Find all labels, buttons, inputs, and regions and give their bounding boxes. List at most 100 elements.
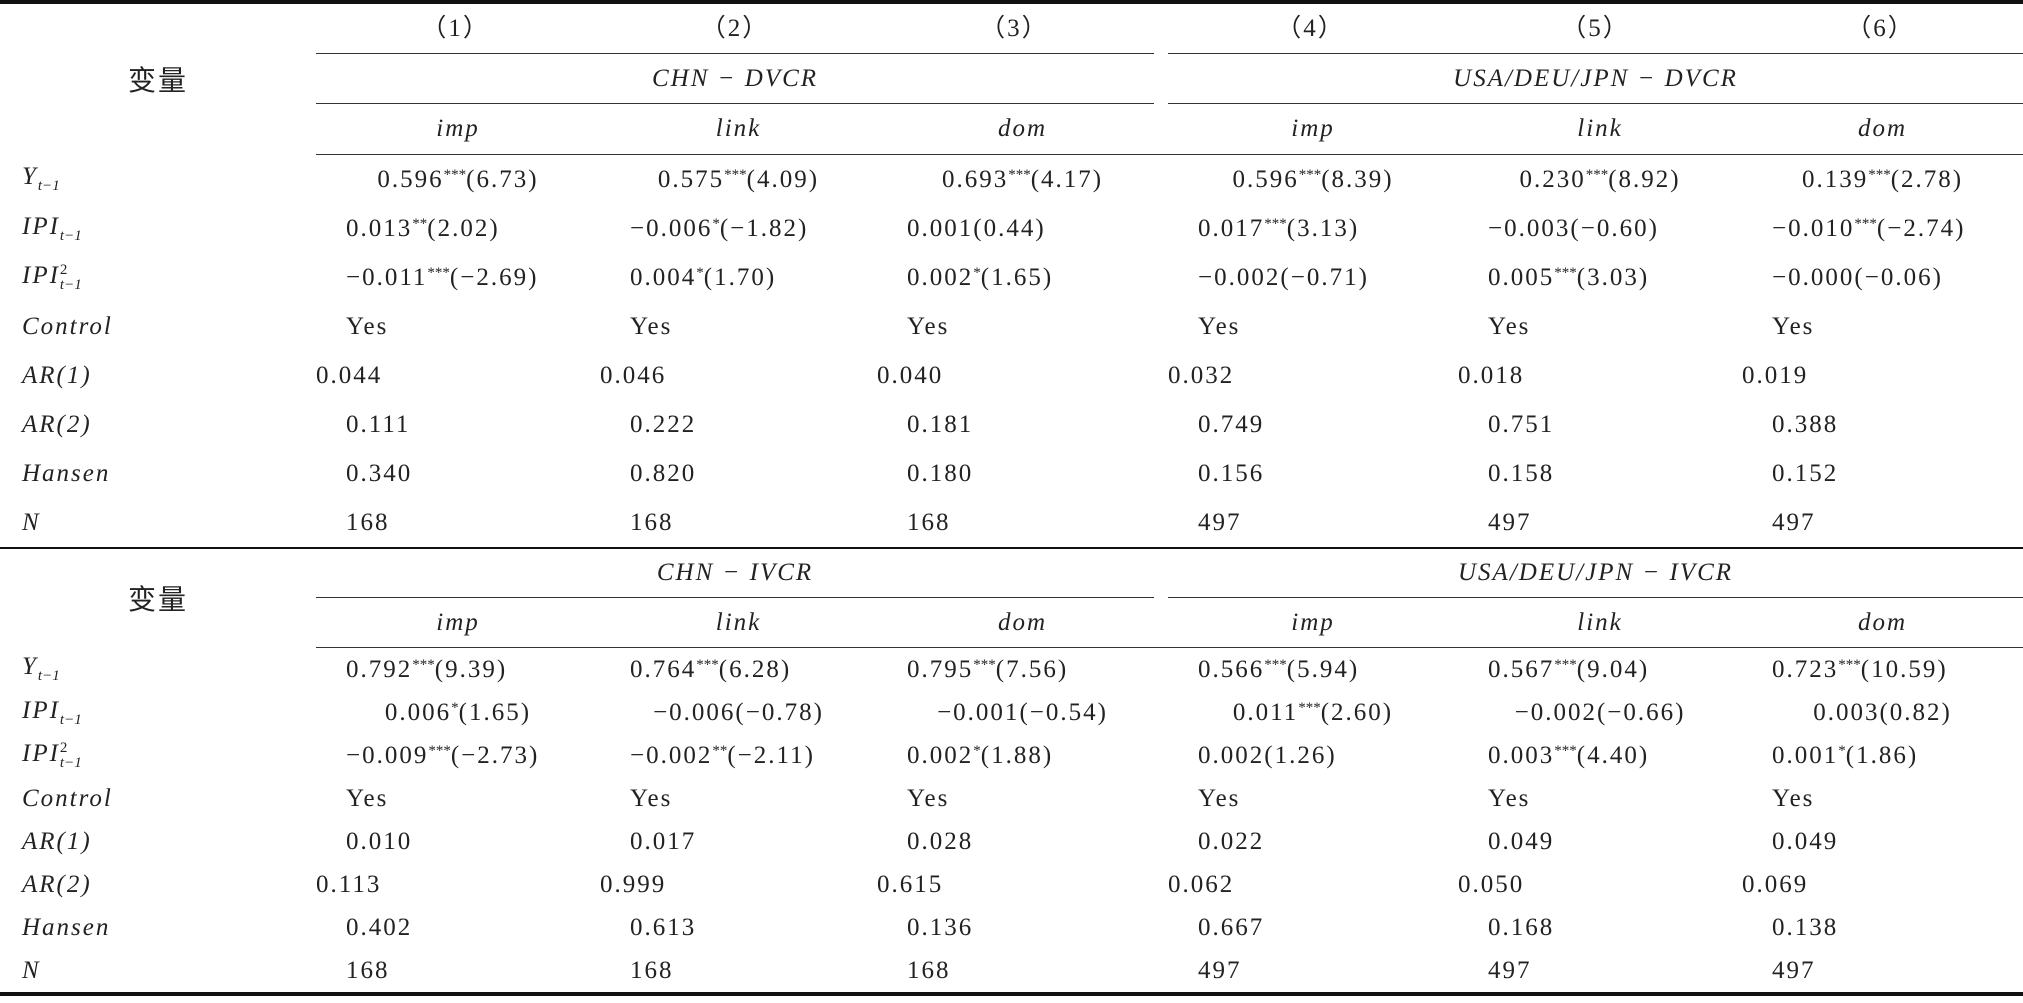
coefficient: 0.017 — [1198, 214, 1265, 242]
significance-stars: *** — [1264, 656, 1287, 673]
row-label: Control — [22, 312, 113, 340]
cell: 0.139***(2.78) — [1742, 155, 2023, 205]
significance-stars: * — [973, 742, 981, 759]
label-sub: t−1 — [37, 668, 60, 685]
coefficient: −0.010 — [1772, 214, 1855, 242]
coefficient: Yes — [907, 312, 950, 340]
coefficient: 0.180 — [907, 459, 974, 487]
group-header: CHN − IVCR — [316, 549, 1168, 598]
cell: 0.158 — [1458, 449, 1742, 498]
cell: 0.002(1.26) — [1168, 734, 1458, 777]
coefficient: 0.764 — [630, 655, 697, 683]
cell: 0.667 — [1168, 906, 1458, 949]
cell: 0.138 — [1742, 906, 2023, 949]
coefficient: 0.013 — [346, 214, 413, 242]
significance-stars: *** — [1554, 656, 1577, 673]
t-statistic: (8.39) — [1321, 165, 1394, 193]
data-row: Control Yes Yes Yes Yes Yes Yes — [0, 302, 2023, 351]
t-statistic: (7.56) — [995, 655, 1069, 683]
subheader: dom — [1742, 104, 2023, 155]
coefficient: 0.018 — [1458, 361, 1525, 389]
data-row: Hansen 0.340 0.820 0.180 0.156 0.158 0.152 — [0, 449, 2023, 498]
t-statistic: (−2.74) — [1876, 214, 1966, 242]
data-row: Yt−1 0.792***(9.39) 0.764***(6.28) 0.795***… — [0, 648, 2023, 692]
row-label: IPI 2 t−1 — [0, 734, 316, 777]
label-base: Y — [22, 653, 38, 681]
coefficient: 0.111 — [346, 410, 411, 438]
header-label: 变量 — [127, 585, 188, 617]
coefficient: 0.069 — [1742, 870, 1809, 898]
cell: 168 — [316, 949, 600, 994]
column-number-group: （1） （2） （3） — [316, 2, 1168, 54]
cell: 497 — [1742, 949, 2023, 994]
cell: 0.022 — [1168, 820, 1458, 863]
cell: −0.002(−0.71) — [1168, 253, 1458, 302]
group-name: USA/DEU/JPN − IVCR — [1168, 549, 2023, 598]
header-label: 变量 — [127, 66, 188, 98]
t-statistic: (−0.54) — [1019, 698, 1108, 726]
cell: 0.003***(4.40) — [1458, 734, 1742, 777]
t-statistic: (−0.06) — [1854, 263, 1943, 291]
significance-stars: *** — [724, 166, 747, 183]
coefficient: 0.566 — [1198, 655, 1265, 683]
t-statistic: (5.94) — [1286, 655, 1360, 683]
t-statistic: (6.73) — [466, 165, 539, 193]
coefficient: Yes — [1198, 312, 1241, 340]
row-label: Yt−1 — [0, 155, 316, 205]
cell: 168 — [600, 949, 877, 994]
cell: 0.615 — [877, 863, 1168, 906]
cell: 0.005***(3.03) — [1458, 253, 1742, 302]
t-statistic: (−0.71) — [1280, 263, 1369, 291]
coefficient: 0.751 — [1488, 410, 1555, 438]
cell: 0.011***(2.60) — [1168, 691, 1458, 734]
subheader: imp — [1168, 104, 1459, 155]
panel-body: 变量 （1） （2） （3） （4） （5） （6） CHN − DVCR USA/DEU/JP… — [0, 2, 2023, 548]
cell: Yes — [877, 302, 1168, 351]
cell: 0.032 — [1168, 351, 1458, 400]
cell: 497 — [1458, 498, 1742, 548]
coefficient: Yes — [1488, 312, 1531, 340]
label-scripts: 2 t−1 — [60, 740, 82, 771]
group-name: CHN − DVCR — [316, 55, 1155, 104]
cell: 0.181 — [877, 400, 1168, 449]
coefficient: 0.567 — [1488, 655, 1555, 683]
cell: 0.402 — [316, 906, 600, 949]
t-statistic: (1.65) — [980, 263, 1054, 291]
cell: 0.017***(3.13) — [1168, 204, 1458, 253]
cell: 0.136 — [877, 906, 1168, 949]
cell: −0.006(−0.78) — [600, 691, 877, 734]
coefficient: 0.340 — [346, 459, 413, 487]
t-statistic: (4.40) — [1576, 741, 1650, 769]
group-row: CHN − DVCR USA/DEU/JPN − DVCR — [0, 54, 2023, 104]
coefficient: 168 — [346, 956, 390, 984]
coefficient: −0.003 — [1488, 214, 1571, 242]
cell: 0.723***(10.59) — [1742, 648, 2023, 692]
row-label: Hansen — [22, 913, 111, 941]
cell: 0.019 — [1742, 351, 2023, 400]
cell: 0.062 — [1168, 863, 1458, 906]
significance-stars: *** — [1868, 166, 1891, 183]
t-statistic: (3.03) — [1576, 263, 1650, 291]
t-statistic: (0.44) — [973, 214, 1046, 242]
cell: 0.693***(4.17) — [877, 155, 1168, 205]
t-statistic: (1.86) — [1845, 741, 1919, 769]
row-label: AR(2) — [22, 870, 92, 898]
cell: 0.069 — [1742, 863, 2023, 906]
significance-stars: ** — [712, 742, 728, 759]
coefficient: 0.113 — [316, 870, 382, 898]
label-sub: t−1 — [59, 711, 82, 728]
coefficient: 0.010 — [346, 827, 413, 855]
t-statistic: (2.78) — [1890, 165, 1964, 193]
t-statistic: (10.59) — [1860, 655, 1948, 683]
coefficient: 497 — [1198, 956, 1242, 984]
row-label: IPI 2 t−1 — [0, 253, 316, 302]
cell: −0.006*(−1.82) — [600, 204, 877, 253]
column-number: （3） — [980, 14, 1049, 42]
coefficient: 0.168 — [1488, 913, 1555, 941]
t-statistic: (4.09) — [746, 165, 820, 193]
significance-stars: *** — [1585, 166, 1609, 183]
t-statistic: (−0.78) — [735, 698, 824, 726]
coefficient: 0.615 — [877, 870, 944, 898]
column-number-group: （4） （5） （6） — [1168, 2, 2023, 54]
row-label: N — [22, 508, 41, 536]
